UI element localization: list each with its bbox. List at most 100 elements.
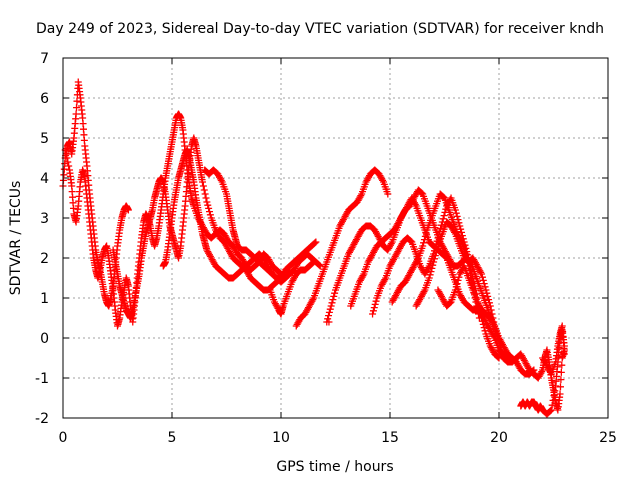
data-point — [369, 307, 377, 315]
data-point — [467, 270, 475, 278]
data-point — [379, 176, 387, 184]
data-point — [455, 219, 463, 227]
data-point — [481, 327, 489, 335]
data-point — [425, 274, 433, 282]
data-point — [482, 286, 490, 294]
data-point — [486, 302, 494, 310]
data-point — [72, 110, 80, 118]
data-point — [206, 211, 214, 219]
data-point — [546, 407, 554, 415]
data-point — [199, 178, 207, 186]
y-tick-label: -2 — [35, 411, 49, 427]
data-point — [64, 158, 72, 166]
x-tick-label: 10 — [272, 430, 290, 446]
data-point — [487, 306, 495, 314]
data-point — [325, 318, 333, 326]
data-point — [286, 266, 294, 274]
data-point — [205, 204, 213, 212]
data-point — [451, 206, 459, 214]
data-point — [124, 206, 132, 214]
data-point — [494, 353, 502, 361]
data-point — [411, 200, 419, 208]
y-tick-label: 3 — [40, 211, 49, 227]
x-tick-label: 0 — [59, 430, 68, 446]
data-point — [466, 266, 474, 274]
series-track-e — [201, 166, 285, 282]
data-point — [419, 242, 427, 250]
data-point — [453, 212, 461, 220]
data-point — [200, 186, 208, 194]
data-point — [325, 312, 333, 320]
data-point — [328, 299, 336, 307]
data-point — [478, 273, 486, 281]
data-point — [480, 324, 488, 332]
grid — [63, 58, 608, 418]
data-point — [327, 302, 335, 310]
data-point — [455, 273, 463, 281]
data-point — [312, 238, 320, 246]
y-tick-label: -1 — [35, 371, 49, 387]
series-track-m — [434, 262, 499, 330]
data-point — [316, 262, 324, 270]
data-point — [491, 322, 499, 330]
series-track-n — [495, 346, 568, 414]
data-point — [452, 209, 460, 217]
data-point — [310, 258, 318, 266]
data-point — [452, 283, 460, 291]
data-point — [550, 392, 558, 400]
y-tick-label: 7 — [40, 51, 49, 67]
data-point — [431, 252, 439, 260]
data-point — [426, 271, 434, 279]
data-point — [454, 276, 462, 284]
y-tick-label: 2 — [40, 251, 49, 267]
data-point — [73, 104, 81, 112]
data-point — [475, 310, 483, 318]
x-tick-label: 25 — [599, 430, 617, 446]
y-tick-label: 0 — [40, 331, 49, 347]
data-point — [381, 276, 389, 284]
data-point — [549, 396, 557, 404]
data-point — [369, 310, 377, 318]
data-point — [547, 406, 555, 414]
data-point — [372, 297, 380, 305]
data-point — [424, 264, 432, 272]
data-point — [453, 280, 461, 288]
data-point — [203, 198, 211, 206]
data-point — [485, 296, 493, 304]
data-point — [277, 274, 285, 282]
data-point — [433, 245, 441, 253]
data-point — [201, 190, 209, 198]
series-track-p — [539, 322, 568, 378]
data-point — [371, 300, 379, 308]
data-point — [557, 376, 565, 384]
data-point — [430, 258, 438, 266]
y-tick-label: 4 — [40, 171, 49, 187]
x-tick-label: 5 — [168, 430, 177, 446]
data-point — [548, 401, 556, 409]
data-point — [480, 280, 488, 288]
data-point — [420, 288, 428, 296]
data-point — [62, 150, 70, 158]
data-point — [490, 320, 498, 328]
data-point — [217, 176, 225, 184]
data-point — [326, 305, 334, 313]
data-point — [330, 292, 338, 300]
data-point — [311, 239, 319, 247]
y-tick-label: 6 — [40, 91, 49, 107]
data-point — [413, 256, 421, 264]
data-point — [387, 240, 395, 248]
data-point — [359, 272, 367, 280]
data-point — [479, 276, 487, 284]
x-axis-label: GPS time / hours — [276, 459, 393, 475]
data-point — [422, 229, 430, 237]
data-point — [199, 182, 207, 190]
data-point — [556, 390, 564, 398]
data-point — [285, 268, 293, 276]
data-point — [370, 304, 378, 312]
data-point — [478, 317, 486, 325]
data-point — [357, 192, 365, 200]
data-point — [478, 270, 486, 278]
data-point — [538, 368, 546, 376]
data-point — [309, 296, 317, 304]
series-track-l — [412, 218, 538, 378]
